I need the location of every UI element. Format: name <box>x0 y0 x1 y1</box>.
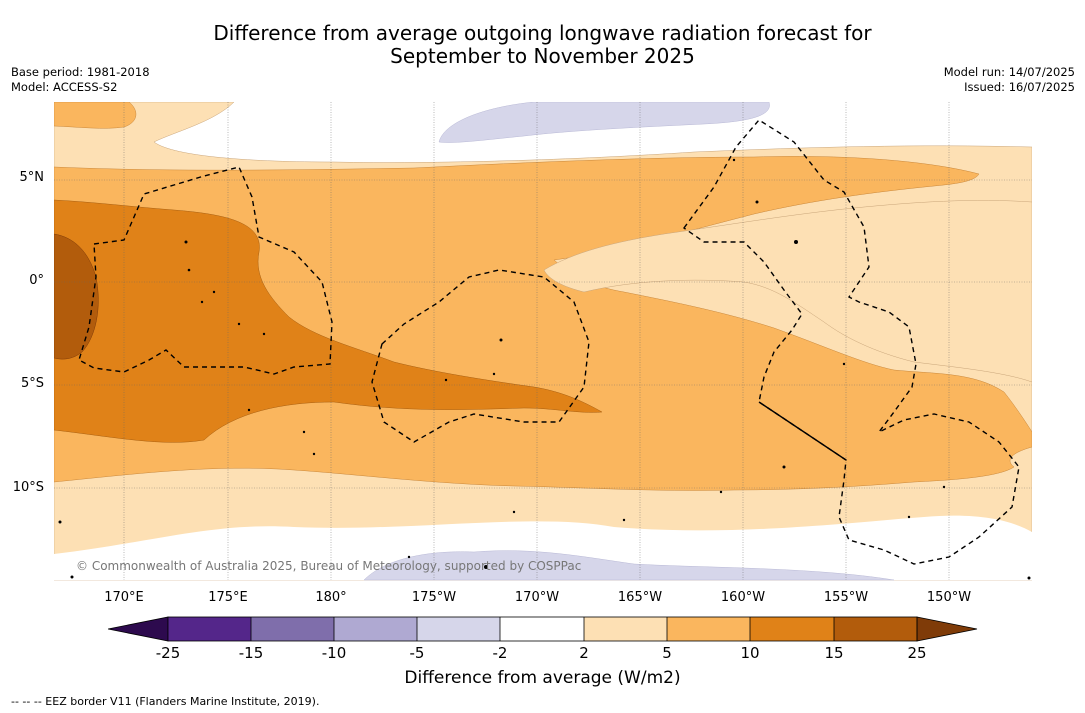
lat-label-5s: 5°S <box>20 376 44 391</box>
lat-label-5n: 5°N <box>19 170 45 185</box>
meta-right: Model run: 14/07/2025 Issued: 16/07/2025 <box>944 65 1075 95</box>
band-15-25 <box>54 233 99 360</box>
colorbar-tick: -10 <box>321 644 347 662</box>
eez-solid-segment <box>758 401 847 461</box>
colorbar-label: Difference from average (W/m2) <box>404 668 681 688</box>
colorbar-seg-neg10-5 <box>334 617 417 641</box>
band-5-10-northwest <box>54 102 137 129</box>
issued-date: Issued: 16/07/2025 <box>964 80 1075 94</box>
lon-label-170e: 170°E <box>104 590 144 605</box>
colorbar-seg-10-15 <box>750 617 834 641</box>
band-2-5-central <box>543 200 1032 383</box>
colorbar-tick: 10 <box>740 644 760 662</box>
lon-label-170w: 170°W <box>514 590 560 605</box>
band-neg5-2-north <box>438 102 770 143</box>
eez-legend: -- -- -- EEZ border V11 (Flanders Marine… <box>11 695 320 708</box>
title-line-2: September to November 2025 <box>390 44 695 68</box>
colorbar-seg-neg25-15 <box>168 617 251 641</box>
gridlines <box>54 102 1032 580</box>
lat-label-10s: 10°S <box>12 480 44 495</box>
eez-kiribati-phoenix <box>683 119 1020 565</box>
model-run: Model run: 14/07/2025 <box>943 65 1075 79</box>
eez-borders <box>78 119 1020 565</box>
lon-label-175w: 175°W <box>411 590 457 605</box>
colorbar-seg-2-5 <box>584 617 667 641</box>
lon-label-160w: 160°W <box>720 590 766 605</box>
lon-label-180: 180° <box>315 590 347 605</box>
title-line-1: Difference from average outgoing longwav… <box>213 21 872 45</box>
model-name: Model: ACCESS-S2 <box>11 80 118 94</box>
colorbar-seg-neg5-2 <box>417 617 500 641</box>
colorbar-extend-low <box>108 616 169 642</box>
band-neutral-south <box>54 515 1032 580</box>
band-10-15 <box>54 199 603 443</box>
base-period: Base period: 1981-2018 <box>11 65 150 79</box>
colorbar-tick: 5 <box>662 644 672 662</box>
lon-label-175e: 175°E <box>208 590 248 605</box>
colorbar <box>108 616 978 642</box>
colorbar-seg-15-25 <box>834 617 917 641</box>
colorbar-seg-neg2-2 <box>500 617 584 641</box>
islands <box>58 158 1031 580</box>
colorbar-tick: -2 <box>492 644 508 662</box>
olr-anomaly-map <box>54 102 1032 582</box>
lon-label-150w: 150°W <box>926 590 972 605</box>
meta-left: Base period: 1981-2018 Model: ACCESS-S2 <box>11 65 150 95</box>
colorbar-tick: 25 <box>907 644 927 662</box>
colorbar-extend-high <box>916 616 978 642</box>
colorbar-tick: 2 <box>579 644 589 662</box>
lon-label-165w: 165°W <box>617 590 663 605</box>
colorbar-seg-neg15-10 <box>251 617 334 641</box>
colorbar-seg-5-10 <box>667 617 750 641</box>
copyright-notice: © Commonwealth of Australia 2025, Bureau… <box>76 559 582 573</box>
colorbar-tick: -15 <box>238 644 264 662</box>
colorbar-tick: -25 <box>155 644 181 662</box>
colorbar-tick: 15 <box>824 644 844 662</box>
lon-label-155w: 155°W <box>823 590 869 605</box>
band-neg5-2-south <box>363 550 895 581</box>
colorbar-tick: -5 <box>409 644 425 662</box>
eez-kiribati-gilberts <box>78 166 333 375</box>
band-5-10 <box>54 156 1032 491</box>
lat-label-0: 0° <box>29 273 44 288</box>
